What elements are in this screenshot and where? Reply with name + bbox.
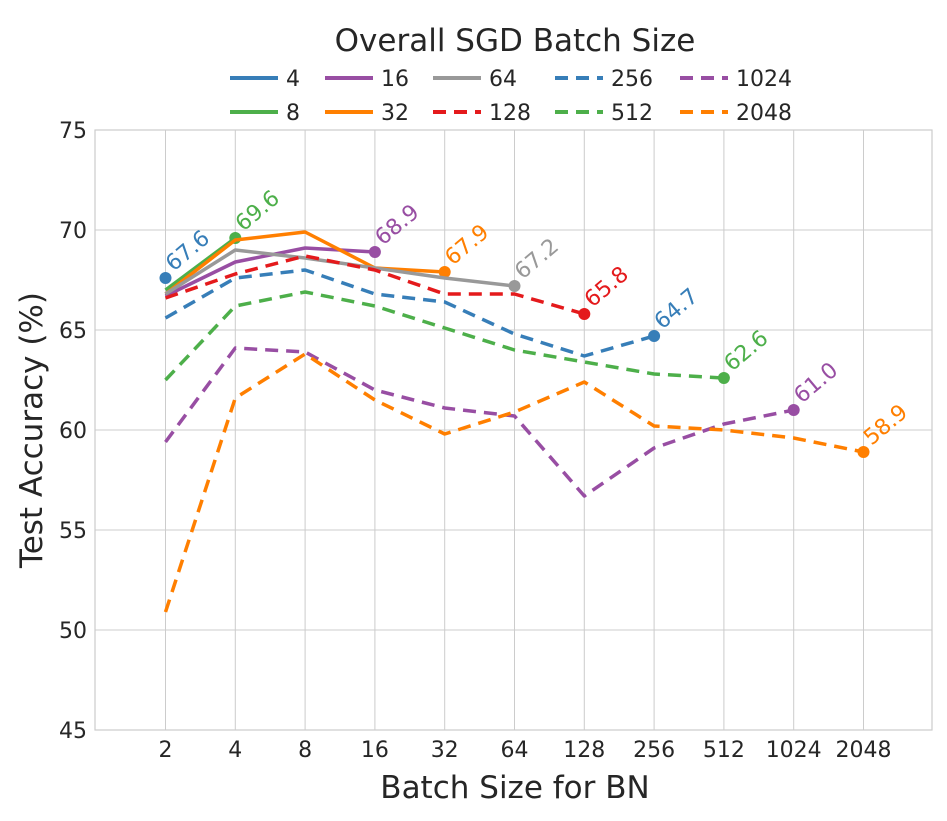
x-tick-label: 128: [563, 738, 605, 763]
x-tick-label: 2048: [836, 738, 892, 763]
legend-title: Overall SGD Batch Size: [335, 23, 696, 59]
x-tick-label: 1024: [766, 738, 822, 763]
x-tick-label: 8: [298, 738, 312, 763]
series-line-1024: [164, 346, 795, 498]
x-tick-label: 256: [633, 738, 675, 763]
series-endpoint-128: [578, 308, 591, 320]
y-tick-label: 50: [59, 619, 87, 644]
series-endpoint-512: [717, 372, 730, 384]
series-line-512: [164, 290, 725, 382]
legend-label-1024: 1024: [736, 67, 792, 92]
legend-label-128: 128: [489, 101, 531, 126]
x-tick-label: 32: [431, 738, 459, 763]
legend-label-2048: 2048: [736, 101, 792, 126]
series-line-8: [164, 236, 237, 292]
legend-label-256: 256: [611, 67, 653, 92]
series-endpoint-256: [648, 330, 661, 342]
legend-label-4: 4: [286, 67, 300, 92]
series-line-128: [164, 254, 585, 316]
axes: 2 4 8 16 32 64 128 256 512 1024 2048 45 50 55 60 65 70 75: [59, 119, 892, 763]
series-line-64: [164, 248, 515, 296]
legend-label-16: 16: [381, 67, 409, 92]
series-line-32: [164, 230, 445, 296]
x-tick-label: 16: [361, 738, 389, 763]
y-tick-label: 45: [59, 719, 87, 744]
y-tick-label: 65: [59, 319, 87, 344]
legend-label-32: 32: [381, 101, 409, 126]
y-tick-label: 70: [59, 219, 87, 244]
series-endpoint-32: [438, 266, 451, 278]
x-tick-label: 64: [501, 738, 529, 763]
legend-label-512: 512: [611, 101, 653, 126]
series-endpoint-64: [508, 280, 521, 292]
x-tick-label: 4: [228, 738, 242, 763]
x-axis-label: Batch Size for BN: [380, 770, 649, 806]
y-axis-label: Test Accuracy (%): [14, 292, 50, 569]
grid: [95, 129, 932, 731]
series-endpoint-4: [159, 272, 172, 284]
legend-label-8: 8: [286, 101, 300, 126]
legend-label-64: 64: [489, 67, 517, 92]
series-line-2048: [163, 352, 864, 613]
x-tick-label: 2: [159, 738, 173, 763]
series-endpoint-16: [368, 246, 381, 258]
series-line-256: [164, 268, 655, 358]
y-tick-label: 60: [59, 419, 87, 444]
legend: 4 8 16 32 64 128 256 512 1024 2048: [230, 67, 792, 126]
x-tick-label: 512: [703, 738, 745, 763]
series-endpoint-1024: [787, 404, 800, 416]
series-endpoint-2048: [857, 446, 870, 458]
y-tick-label: 55: [59, 519, 87, 544]
y-tick-label: 75: [59, 119, 87, 144]
